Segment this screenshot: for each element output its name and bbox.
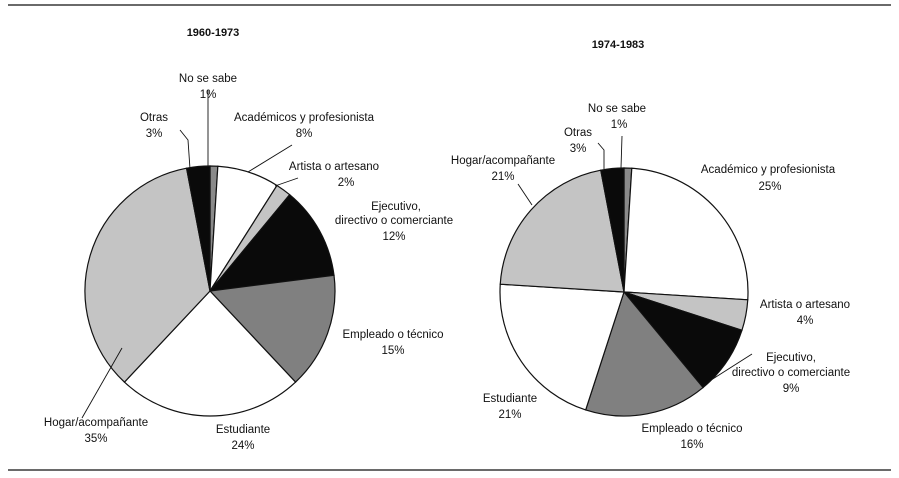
slice-value-empleado-o-tecnico: 15% (381, 345, 404, 357)
pie-slice-otras (185, 165, 211, 292)
slice-label-hogar-acompanante: Hogar/acompañante (451, 155, 555, 167)
slice-value-no-se-sabe: 1% (200, 89, 217, 101)
slice-label-ejecutivo-directivo-o-comerciante: directivo o comerciante (335, 215, 453, 227)
pie-slice-ejecutivo-directivo-o-comerciante (208, 193, 335, 292)
leader-line-artista-o-artesano (274, 177, 299, 187)
slice-label-no-se-sabe: No se sabe (179, 73, 237, 85)
slice-value-empleado-o-tecnico: 16% (680, 439, 703, 451)
slice-value-hogar-acompanante: 21% (491, 171, 514, 183)
leader-line-hogar-acompanante (81, 347, 123, 419)
chart-title: 1974-1983 (592, 39, 645, 51)
slice-value-academicos-y-profesionista: 8% (296, 128, 313, 140)
slice-label-ejecutivo-directivo-o-comerciante: Ejecutivo, (766, 352, 816, 364)
leader-line-no-se-sabe (620, 135, 623, 169)
slice-value-ejecutivo-directivo-o-comerciante: 9% (783, 383, 800, 395)
slice-value-estudiante: 21% (498, 409, 521, 421)
slice-label-hogar-acompanante: Hogar/acompañante (44, 417, 148, 429)
pie-slice-academico-y-profesionista (623, 167, 749, 301)
pie-slice-estudiante (123, 290, 297, 417)
pie-slice-otras (600, 167, 625, 293)
leader-line-ejecutivo-directivo-o-comerciante (707, 353, 753, 383)
slice-label-otras: Otras (564, 127, 592, 139)
slice-label-empleado-o-tecnico: Empleado o técnico (342, 329, 443, 341)
slice-value-hogar-acompanante: 35% (84, 433, 107, 445)
slice-label-academico-y-profesionista: Académico y profesionista (701, 164, 836, 176)
chart-title: 1960-1973 (187, 27, 240, 39)
slice-label-otras: Otras (140, 112, 168, 124)
slice-value-artista-o-artesano: 4% (797, 315, 814, 327)
pie-slice-empleado-o-tecnico (584, 290, 704, 417)
slice-label-artista-o-artesano: Artista o artesano (289, 161, 379, 173)
slice-label-ejecutivo-directivo-o-comerciante: Ejecutivo, (371, 201, 421, 213)
leader-line-otras (597, 142, 605, 169)
slice-value-estudiante: 24% (231, 440, 254, 452)
leader-line-otras (179, 129, 191, 170)
pie-slice-empleado-o-tecnico (208, 274, 336, 383)
pie-slice-hogar-acompanante (499, 169, 625, 293)
slice-label-no-se-sabe: No se sabe (588, 103, 646, 115)
slice-value-otras: 3% (570, 143, 587, 155)
slice-value-artista-o-artesano: 2% (338, 177, 355, 189)
slice-value-academico-y-profesionista: 25% (758, 181, 781, 193)
pie-chart-1960-1973: 1960-1973 No se sabe 1% Académicos y profes… (44, 27, 453, 452)
slice-label-academicos-y-profesionista: Académicos y profesionista (234, 112, 375, 124)
pie-slice-estudiante (499, 283, 625, 411)
pie-slice-hogar-acompanante (84, 167, 211, 383)
leader-line-hogar-acompanante (517, 183, 533, 206)
pie-chart-1974-1983: 1974-1983 No se sabe 1% Académico y profesi… (451, 39, 850, 451)
slice-value-no-se-sabe: 1% (611, 119, 628, 131)
slice-label-estudiante: Estudiante (216, 424, 270, 436)
leader-line-academicos-y-profesionista (247, 144, 293, 173)
slice-label-empleado-o-tecnico: Empleado o técnico (641, 423, 742, 435)
slice-label-ejecutivo-directivo-o-comerciante: directivo o comerciante (732, 367, 850, 379)
slice-value-otras: 3% (146, 128, 163, 140)
slice-value-ejecutivo-directivo-o-comerciante: 12% (382, 231, 405, 243)
slice-label-artista-o-artesano: Artista o artesano (760, 299, 850, 311)
slice-label-estudiante: Estudiante (483, 393, 537, 405)
